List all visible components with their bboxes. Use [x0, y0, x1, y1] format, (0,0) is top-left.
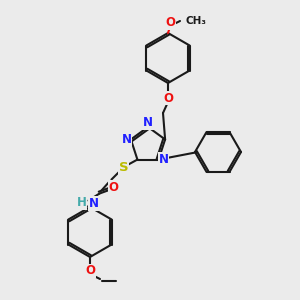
Text: N: N	[143, 116, 153, 130]
Text: O: O	[165, 16, 175, 29]
Text: CH₃: CH₃	[186, 16, 207, 26]
Text: N: N	[122, 133, 132, 146]
Text: O: O	[163, 92, 173, 104]
Text: H: H	[76, 196, 86, 209]
Text: O: O	[108, 181, 118, 194]
Text: N: N	[159, 153, 169, 166]
Text: S: S	[118, 161, 128, 174]
Text: O: O	[85, 265, 95, 278]
Text: N: N	[88, 197, 98, 210]
